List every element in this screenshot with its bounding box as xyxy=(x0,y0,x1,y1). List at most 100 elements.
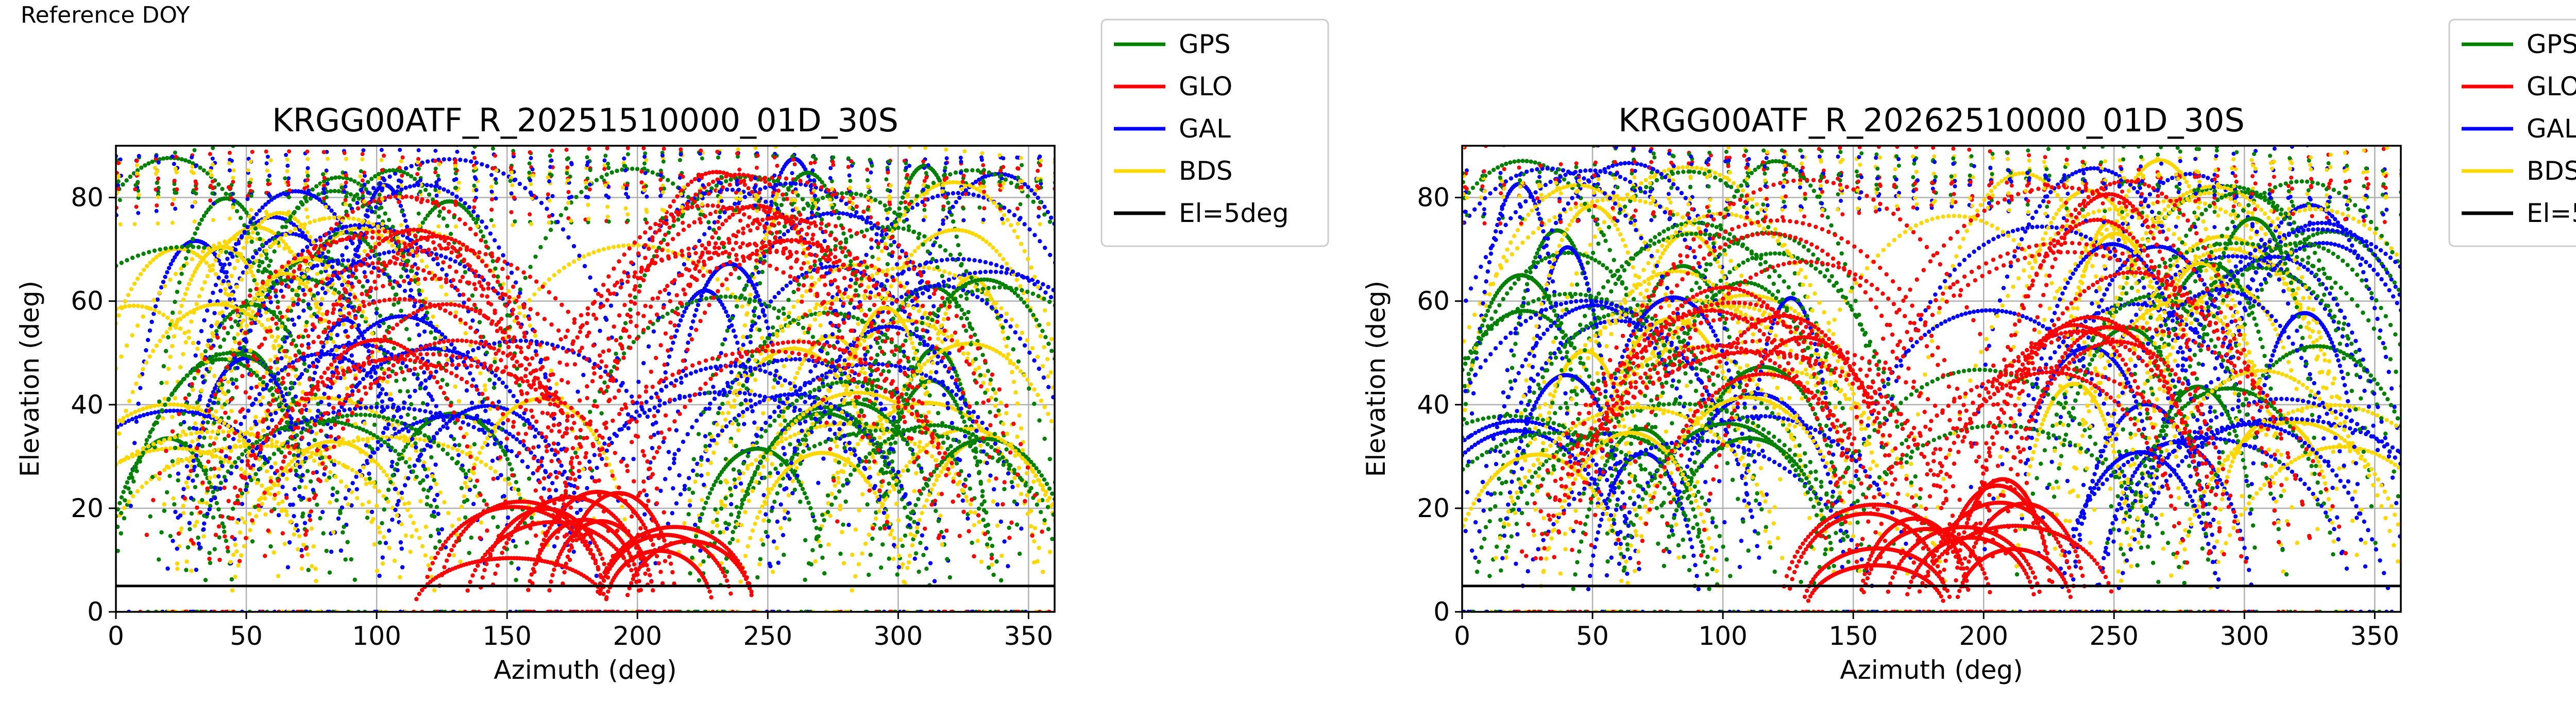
track-point xyxy=(209,485,214,489)
track-point xyxy=(925,358,930,364)
track-point xyxy=(190,410,195,415)
track-point xyxy=(333,175,338,180)
track-point xyxy=(983,260,988,265)
track-point xyxy=(124,178,129,183)
track-point xyxy=(964,296,969,301)
track-point xyxy=(718,480,723,485)
track-point xyxy=(1125,371,1129,375)
track-point xyxy=(390,369,395,374)
track-point xyxy=(708,401,713,406)
track-point xyxy=(726,410,731,415)
track-point xyxy=(1098,358,1102,363)
track-point xyxy=(514,480,519,485)
track-point xyxy=(772,295,777,300)
track-point xyxy=(81,457,85,461)
track-point xyxy=(236,439,242,443)
track-point xyxy=(911,456,916,460)
track-point xyxy=(943,311,948,316)
track-point xyxy=(749,389,754,393)
track-point xyxy=(306,302,311,307)
track-point xyxy=(976,415,980,420)
track-point xyxy=(731,329,736,333)
track-point xyxy=(167,408,173,413)
track-point xyxy=(405,389,410,394)
track-point xyxy=(162,397,167,401)
track-point xyxy=(932,579,937,584)
track-point xyxy=(141,267,146,272)
track-point xyxy=(130,255,135,260)
track-point xyxy=(901,349,906,354)
track-point xyxy=(1066,426,1071,431)
track-point xyxy=(930,195,935,200)
track-point xyxy=(740,498,744,503)
track-point xyxy=(141,450,145,455)
track-point xyxy=(792,405,798,410)
track-point xyxy=(920,279,924,284)
track-point xyxy=(896,470,901,474)
track-point xyxy=(132,440,137,445)
track-point xyxy=(162,508,167,513)
track-point xyxy=(310,277,314,282)
track-point xyxy=(1055,503,1059,507)
track-point xyxy=(899,484,904,488)
track-point xyxy=(921,553,926,557)
track-point xyxy=(492,341,497,346)
track-point xyxy=(1015,401,1020,406)
track-point xyxy=(1047,486,1052,491)
track-point xyxy=(822,571,827,576)
track-point xyxy=(811,378,816,382)
track-point xyxy=(924,443,929,448)
track-point xyxy=(782,364,786,369)
track-point xyxy=(309,526,314,531)
track-point xyxy=(553,488,558,493)
track-point xyxy=(970,540,974,545)
track-point xyxy=(820,265,824,270)
track-point xyxy=(239,216,243,220)
track-point xyxy=(1068,542,1072,546)
track-point xyxy=(471,216,476,221)
track-point xyxy=(378,540,382,545)
track-point xyxy=(882,455,887,460)
track-point xyxy=(1037,478,1042,483)
track-point xyxy=(783,317,788,322)
track-point xyxy=(1032,401,1037,406)
track-point xyxy=(762,475,767,480)
track-point xyxy=(264,268,269,273)
track-point xyxy=(1114,421,1118,425)
track-point xyxy=(312,370,317,375)
track-point xyxy=(698,518,702,523)
track-point xyxy=(1156,456,1160,460)
track-point xyxy=(860,492,865,496)
track-point xyxy=(971,409,976,414)
track-point xyxy=(98,216,103,220)
track-point xyxy=(458,559,463,564)
track-point xyxy=(76,477,80,481)
track-point xyxy=(745,464,750,468)
track-point xyxy=(1072,443,1076,448)
track-point xyxy=(853,574,858,579)
track-point xyxy=(724,179,728,184)
track-point xyxy=(300,248,305,253)
track-point xyxy=(738,481,743,486)
track-point xyxy=(957,439,961,444)
track-point xyxy=(139,165,144,170)
track-point xyxy=(1038,239,1042,244)
track-point xyxy=(916,521,920,526)
track-point xyxy=(40,610,44,614)
track-point xyxy=(644,493,649,498)
track-point xyxy=(854,363,859,368)
track-point xyxy=(628,307,633,312)
track-point xyxy=(598,329,602,333)
track-point xyxy=(1063,524,1067,528)
track-point xyxy=(902,354,907,358)
track-point xyxy=(971,192,976,197)
track-point xyxy=(973,270,977,275)
track-point xyxy=(401,448,406,453)
track-point xyxy=(1085,318,1089,322)
track-point xyxy=(907,267,911,271)
track-point xyxy=(143,163,147,168)
track-point xyxy=(905,565,910,570)
track-gal xyxy=(126,238,265,612)
track-point xyxy=(686,512,691,517)
track-point xyxy=(784,437,788,441)
